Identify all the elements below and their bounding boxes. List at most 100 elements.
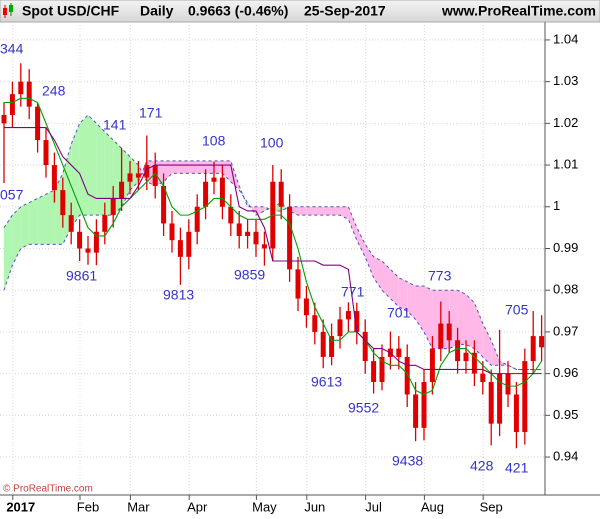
candle-body: [60, 190, 66, 216]
annotation: 171: [139, 105, 163, 121]
candle-body: [228, 206, 234, 224]
candle-body: [245, 231, 251, 236]
y-tick-label: 0.99: [553, 240, 578, 255]
candle-body: [497, 373, 503, 424]
candle-body: [1, 115, 7, 124]
cloud-segment: [20, 202, 30, 249]
header-bar: [0, 0, 600, 23]
candle-body: [329, 336, 335, 357]
candle-body: [236, 223, 242, 236]
y-tick-label: 0.97: [553, 323, 578, 338]
y-tick-label: 0.98: [553, 282, 578, 297]
cloud-segment: [214, 160, 223, 174]
cloud-segment: [96, 123, 105, 216]
plot: 344 248 141 171 108 100 057 9861 9813 9859 771 701 9…: [0, 22, 545, 495]
annotation: 773: [428, 268, 452, 284]
y-tick-label: 0.94: [553, 448, 578, 463]
annotation: 9552: [348, 400, 379, 416]
candle-body: [354, 311, 360, 332]
candle-body: [85, 248, 91, 253]
cloud-segment: [306, 206, 315, 216]
candle-body: [488, 381, 494, 424]
overlay-line: [4, 126, 542, 375]
candle-body: [295, 269, 301, 299]
annotation: 248: [42, 83, 66, 99]
candle-body: [379, 356, 385, 382]
x-tick-label: Mar: [127, 499, 150, 514]
y-tick-label: 1.02: [553, 115, 578, 130]
cloud-segment: [12, 206, 21, 266]
y-tick-label: 1.04: [553, 31, 578, 46]
candle-body: [161, 185, 167, 224]
candle-body: [9, 94, 15, 116]
annotation: 9813: [163, 287, 194, 303]
candle-body: [219, 177, 225, 207]
candle-body: [429, 348, 435, 382]
annotation: 141: [103, 117, 127, 133]
cloud-segment: [323, 206, 332, 216]
cloud-segment: [188, 160, 198, 174]
x-tick-label: May: [252, 499, 277, 514]
candle-body: [345, 311, 351, 320]
y-tick-label: 1.01: [553, 157, 578, 172]
cloud-segment: [365, 244, 374, 278]
cloud-segment: [398, 277, 408, 312]
cloud-segment: [46, 190, 55, 245]
x-tick-label: Jun: [304, 499, 325, 514]
y-tick-label: 0.96: [553, 365, 578, 380]
cloud-segment: [382, 261, 391, 299]
period: Daily: [140, 3, 174, 19]
candle-body: [287, 206, 293, 270]
candle-body: [211, 177, 217, 182]
cloud-segment: [373, 256, 382, 291]
footer: © ProRealTime.com: [3, 484, 93, 495]
candle-body: [522, 361, 528, 433]
candle-body: [110, 198, 116, 216]
candle-body: [152, 165, 158, 186]
candle-body: [26, 81, 32, 107]
candle-body: [278, 181, 284, 207]
annotation: 421: [505, 460, 529, 476]
cloud-segment: [474, 302, 483, 357]
cloud-segment: [314, 206, 324, 216]
cloud-segment: [180, 160, 189, 174]
cloud-segment: [390, 269, 399, 307]
annotation: 771: [341, 284, 365, 300]
candle-body: [463, 352, 469, 362]
annotation: 057: [0, 187, 24, 203]
cloud-segment: [281, 202, 290, 211]
candle-body: [362, 331, 368, 362]
cloud-segment: [298, 206, 307, 216]
candle-body: [102, 215, 108, 232]
candle-body: [438, 323, 444, 349]
cloud-segment: [247, 202, 256, 216]
y-tick-label: 1: [553, 198, 560, 213]
cloud-segment: [348, 206, 357, 241]
cloud-segment: [331, 206, 340, 216]
x-tick-label: Jul: [365, 499, 382, 514]
cloud-segment: [340, 206, 349, 220]
cloud-segment: [256, 206, 265, 216]
candle-body: [253, 231, 259, 245]
annotation: 9438: [392, 453, 423, 469]
candle-body: [135, 173, 141, 178]
candle-body: [77, 231, 83, 249]
candle-body: [513, 394, 519, 433]
candle-body: [194, 206, 200, 232]
candle-body: [127, 173, 133, 182]
annotation: 108: [202, 133, 226, 149]
site: www.ProRealTime.com: [441, 3, 596, 19]
cloud-segment: [222, 160, 231, 182]
quote: 0.9663 (-0.46%): [188, 3, 288, 19]
candle-body: [144, 165, 150, 178]
candle-body: [413, 394, 419, 428]
candle-body: [93, 231, 99, 253]
x-tick-label: Feb: [77, 499, 99, 514]
symbol: Spot USD/CHF: [22, 3, 120, 19]
annotation: 344: [0, 41, 24, 57]
cloud-segment: [205, 160, 214, 174]
candle-body: [471, 352, 477, 374]
candle-body: [539, 336, 545, 348]
annotation: 428: [470, 458, 494, 474]
